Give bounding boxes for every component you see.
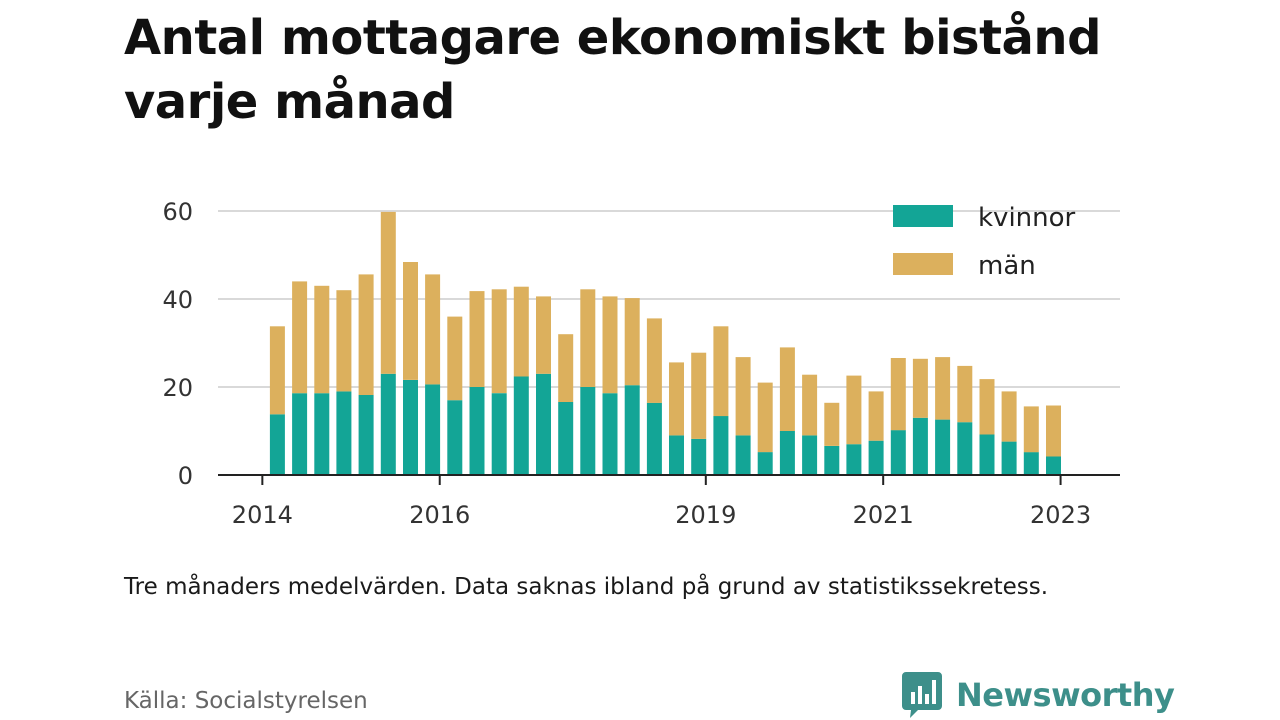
y-tick-label: 0 — [178, 462, 193, 490]
bar-kvinnor — [491, 393, 507, 475]
bar-man — [336, 290, 352, 392]
bar-man — [558, 334, 574, 402]
legend-swatch-kvinnor — [893, 205, 953, 227]
legend-swatch-man — [893, 253, 953, 275]
bar-man — [403, 262, 418, 380]
bar-man — [292, 281, 308, 394]
bar-man — [580, 289, 596, 387]
gridlines — [218, 210, 1120, 388]
legend: kvinnor män — [893, 203, 1076, 281]
bar-kvinnor — [646, 402, 662, 475]
bar-kvinnor — [513, 376, 529, 475]
bar-man — [1023, 406, 1039, 453]
bar-man — [735, 357, 751, 436]
bar-kvinnor — [912, 417, 928, 475]
bar-man — [624, 298, 640, 386]
bar-man — [890, 358, 906, 431]
bar-man — [757, 382, 773, 453]
bar-kvinnor — [558, 402, 574, 475]
bar-kvinnor — [269, 414, 285, 475]
bar-man — [935, 357, 951, 420]
bar-man — [425, 274, 441, 385]
y-tick-label: 60 — [162, 198, 193, 226]
bar-kvinnor — [425, 384, 441, 475]
bar-kvinnor — [1023, 452, 1039, 475]
bar-man — [536, 296, 551, 374]
bar-man — [779, 347, 795, 431]
chart-note: Tre månaders medelvärden. Data saknas ib… — [124, 574, 1049, 600]
bar-kvinnor — [890, 430, 906, 475]
legend-label-kvinnor: kvinnor — [978, 203, 1076, 233]
bar-man — [1001, 391, 1017, 442]
bar-man — [646, 318, 662, 403]
bar-kvinnor — [403, 380, 418, 475]
bar-kvinnor — [713, 416, 729, 475]
bar-kvinnor — [846, 444, 862, 475]
bar-kvinnor — [536, 373, 551, 475]
bar-man — [491, 289, 507, 394]
bars — [269, 211, 1061, 475]
bar-kvinnor — [735, 435, 751, 475]
bar-man — [1046, 405, 1061, 457]
legend-label-man: män — [978, 251, 1036, 281]
bar-man — [513, 286, 529, 377]
bar-kvinnor — [824, 446, 840, 475]
x-axis: 2014 2016 2019 2021 2023 — [218, 474, 1120, 529]
bar-kvinnor — [580, 387, 596, 475]
x-tick-label: 2019 — [675, 501, 736, 529]
bar-kvinnor — [380, 373, 396, 475]
stacked-bar-chart: 0 20 40 60 2014 2016 2019 2021 2023 kvinnor män — [162, 198, 1120, 529]
bar-kvinnor — [757, 452, 773, 475]
bar-man — [380, 211, 396, 374]
bar-man — [957, 365, 973, 423]
x-tick-label: 2014 — [232, 501, 293, 529]
bar-kvinnor — [1001, 441, 1017, 475]
bar-man — [713, 326, 729, 417]
bar-kvinnor — [447, 400, 463, 475]
bar-man — [846, 375, 862, 445]
bar-man — [802, 374, 818, 436]
bar-man — [691, 352, 707, 439]
y-tick-label: 40 — [162, 286, 193, 314]
bar-man — [469, 291, 485, 387]
x-tick-label: 2023 — [1030, 501, 1091, 529]
y-axis-tick-labels: 0 20 40 60 — [162, 198, 193, 490]
bar-kvinnor — [868, 440, 884, 475]
bar-kvinnor — [779, 431, 795, 475]
bar-chart-speech-bubble-icon — [902, 672, 942, 718]
bar-kvinnor — [469, 387, 485, 475]
bar-man — [669, 362, 684, 436]
bar-kvinnor — [669, 435, 684, 475]
x-tick-label: 2021 — [853, 501, 914, 529]
chart-title: Antal mottagare ekonomiskt bistånd varje… — [124, 10, 1101, 130]
bar-man — [602, 296, 618, 394]
bar-kvinnor — [935, 419, 951, 475]
source-text: Källa: Socialstyrelsen — [124, 688, 368, 714]
bar-kvinnor — [957, 422, 973, 475]
y-tick-label: 20 — [162, 374, 193, 402]
bar-man — [358, 274, 374, 395]
bar-man — [447, 316, 463, 401]
bar-man — [912, 358, 928, 418]
bar-kvinnor — [624, 385, 640, 475]
bar-man — [824, 402, 840, 446]
bar-man — [979, 379, 995, 435]
bar-man — [269, 326, 285, 415]
bar-kvinnor — [1046, 456, 1061, 475]
brand-name: Newsworthy — [956, 676, 1175, 714]
bar-man — [868, 391, 884, 441]
x-tick-label: 2016 — [409, 501, 470, 529]
bar-kvinnor — [292, 393, 308, 475]
brand-logo: Newsworthy — [902, 672, 1175, 718]
bar-man — [314, 285, 330, 394]
bar-kvinnor — [602, 393, 618, 475]
bar-kvinnor — [802, 435, 818, 475]
bar-kvinnor — [314, 393, 330, 475]
bar-kvinnor — [336, 391, 352, 475]
bar-kvinnor — [691, 438, 707, 475]
bar-kvinnor — [979, 434, 995, 475]
bar-kvinnor — [358, 394, 374, 475]
